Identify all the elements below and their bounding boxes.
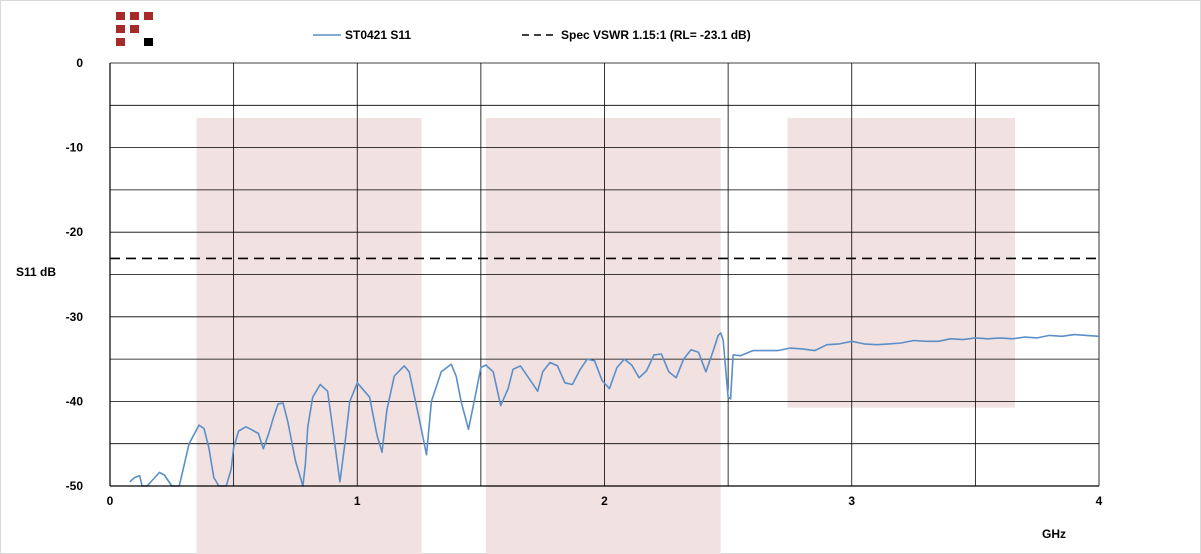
- x-tick-label: 2: [601, 494, 608, 508]
- y-axis-label: S11 dB: [16, 265, 56, 279]
- y-tick-label: -50: [66, 479, 84, 493]
- legend-label-spec: Spec VSWR 1.15:1 (RL= -23.1 dB): [561, 28, 751, 42]
- spec-band-3: [485, 401, 721, 554]
- spec-band-0: [196, 117, 422, 408]
- axes-layer: 0 -10 -20 -30 -40 -50 0 1 2 3 4: [66, 56, 1103, 508]
- band-layer: [196, 117, 1015, 554]
- x-tick-label: 1: [354, 494, 361, 508]
- series-layer: [110, 257, 1100, 487]
- x-tick-label: 0: [107, 494, 114, 508]
- logo-icon: [116, 12, 153, 46]
- legend: ST0421 S11 Spec VSWR 1.15:1 (RL= -23.1 d…: [313, 28, 751, 42]
- y-tick-label: -30: [66, 310, 84, 324]
- spec-band-4: [787, 117, 1015, 408]
- y-tick-label: 0: [76, 56, 83, 70]
- x-tick-label: 3: [848, 494, 855, 508]
- y-tick-label: -40: [66, 394, 84, 408]
- x-axis-label: GHz: [1042, 527, 1066, 541]
- y-tick-label: -20: [66, 225, 84, 239]
- legend-label-series: ST0421 S11: [345, 28, 411, 42]
- spec-band-1: [196, 401, 422, 554]
- series-line-st0421-s11: [129, 332, 1100, 487]
- x-tick-label: 4: [1096, 494, 1103, 508]
- spec-band-2: [485, 117, 721, 408]
- y-tick-label: -10: [66, 141, 84, 155]
